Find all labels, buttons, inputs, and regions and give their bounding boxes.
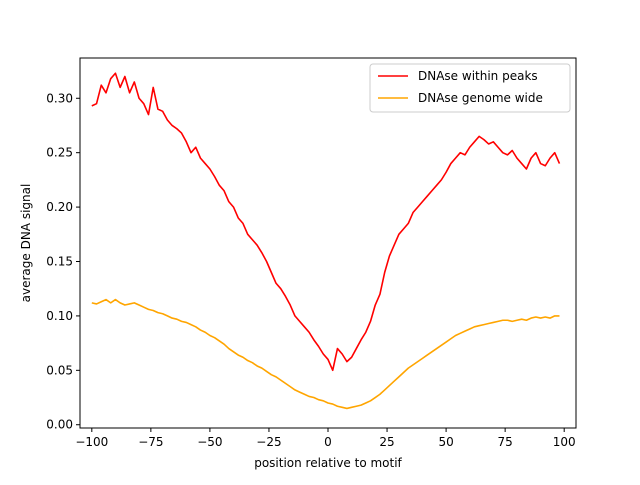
- legend: DNAse within peaks DNAse genome wide: [369, 63, 571, 113]
- x-tick-label: 25: [379, 435, 394, 449]
- y-tick-label: 0.05: [46, 363, 73, 377]
- x-tick-label: 75: [498, 435, 513, 449]
- x-tick-label: −50: [197, 435, 222, 449]
- x-tick-label: 0: [324, 435, 332, 449]
- legend-label-within-peaks: DNAse within peaks: [418, 69, 538, 83]
- x-axis-title: position relative to motif: [254, 456, 402, 470]
- y-tick-label: 0.10: [46, 309, 73, 323]
- x-tick-label: 100: [553, 435, 576, 449]
- x-tick-label: −75: [138, 435, 163, 449]
- axis-ticks: −100 −75 −50 −25 0 25 50 75 100 0.00 0.05 0.10 0.15 0…: [46, 91, 575, 449]
- x-tick-label: −100: [75, 435, 108, 449]
- y-tick-label: 0.20: [46, 200, 73, 214]
- x-tick-label: 50: [438, 435, 453, 449]
- legend-label-genome-wide: DNAse genome wide: [418, 91, 543, 105]
- legend-box: [369, 63, 571, 113]
- y-tick-label: 0.00: [46, 418, 73, 432]
- y-tick-label: 0.25: [46, 146, 73, 160]
- y-axis-title: average DNA signal: [19, 184, 33, 303]
- series-lines: [91, 72, 561, 410]
- x-tick-label: −25: [256, 435, 281, 449]
- series-line-genome-wide: [91, 298, 560, 410]
- y-tick-label: 0.15: [46, 255, 73, 269]
- y-tick-label: 0.30: [46, 91, 73, 105]
- series-line-within-peaks: [91, 72, 561, 372]
- plot-frame: [79, 57, 577, 429]
